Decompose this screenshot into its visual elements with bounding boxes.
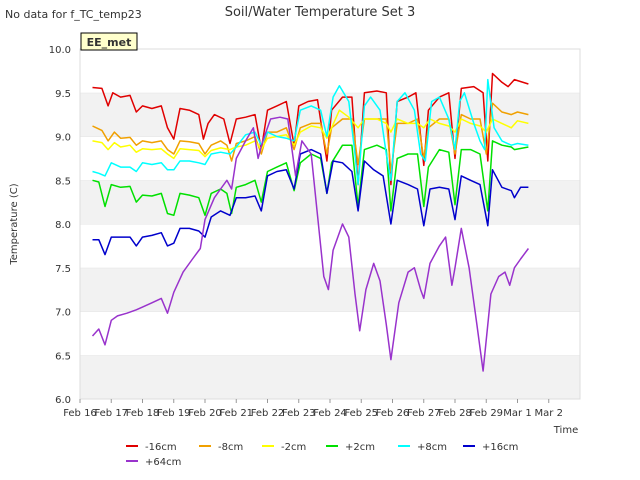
legend: -16cm -8cm -2cm +2cm +8cm +16cm +64cm (126, 442, 518, 468)
grid-band (80, 49, 580, 93)
y-tick-label: 9.5 (55, 89, 71, 100)
legend-label: +2cm (345, 442, 375, 453)
y-tick-label: 9.0 (55, 133, 71, 144)
grid-band (80, 355, 580, 399)
grid-band (80, 224, 580, 268)
legend-label: -2cm (281, 442, 306, 453)
series-line-2cm (92, 140, 529, 217)
y-axis-label: Temperature (C) (9, 183, 20, 265)
x-tick-label: Feb 16 (63, 408, 97, 419)
series-line-64cm (91, 116, 530, 372)
y-tick-label: 7.0 (55, 308, 71, 319)
badge-box (80, 32, 138, 51)
y-tick-label: 6.5 (55, 351, 71, 362)
x-tick-label: Feb 23 (282, 408, 316, 419)
grid-bands (80, 48, 580, 399)
x-axis-label: Time (553, 425, 578, 436)
grid-band (80, 311, 580, 356)
x-tick-label: Feb 22 (251, 408, 285, 419)
y-axis: 6.0 6.5 7.0 7.5 8.0 8.5 9.0 9.5 10.0 (49, 45, 71, 406)
x-tick-label: Feb 21 (219, 408, 253, 419)
x-tick-label: Feb 28 (438, 408, 472, 419)
series-lines (91, 72, 530, 372)
chart-title: Soil/Water Temperature Set 3 (225, 5, 416, 20)
y-tick-label: 7.5 (55, 264, 71, 275)
x-tick-label: Feb 26 (376, 408, 410, 419)
series-line-16cm (92, 148, 529, 256)
x-tick-label: Feb 20 (188, 408, 222, 419)
badge-label: EE_met (87, 36, 132, 49)
x-tick-label: Feb 25 (344, 408, 378, 419)
x-tick-label: Feb 18 (126, 408, 160, 419)
x-tick-label: Feb 19 (157, 408, 191, 419)
y-tick-label: 6.0 (55, 395, 71, 406)
grid-band (80, 180, 580, 224)
series-line-8cm (92, 78, 529, 186)
no-data-note: No data for f_TC_temp23 (5, 8, 142, 21)
legend-label: -16cm (145, 442, 177, 453)
x-tick-label: Feb 17 (94, 408, 128, 419)
series-line-2cm (92, 109, 529, 160)
y-tick-label: 8.0 (55, 220, 71, 231)
x-tick-label: Mar 1 (503, 408, 531, 419)
legend-label: +64cm (145, 457, 181, 468)
x-tick-label: Feb 29 (469, 408, 503, 419)
legend-label: +8cm (417, 442, 447, 453)
x-tick-label: Feb 27 (407, 408, 441, 419)
station-badge: EE_met (80, 32, 138, 51)
legend-label: -8cm (218, 442, 243, 453)
y-tick-label: 8.5 (55, 176, 71, 187)
y-tick-label: 10.0 (49, 45, 71, 56)
x-tick-label: Feb 24 (313, 408, 347, 419)
legend-label: +16cm (482, 442, 518, 453)
x-tick-label: Mar 2 (535, 408, 563, 419)
